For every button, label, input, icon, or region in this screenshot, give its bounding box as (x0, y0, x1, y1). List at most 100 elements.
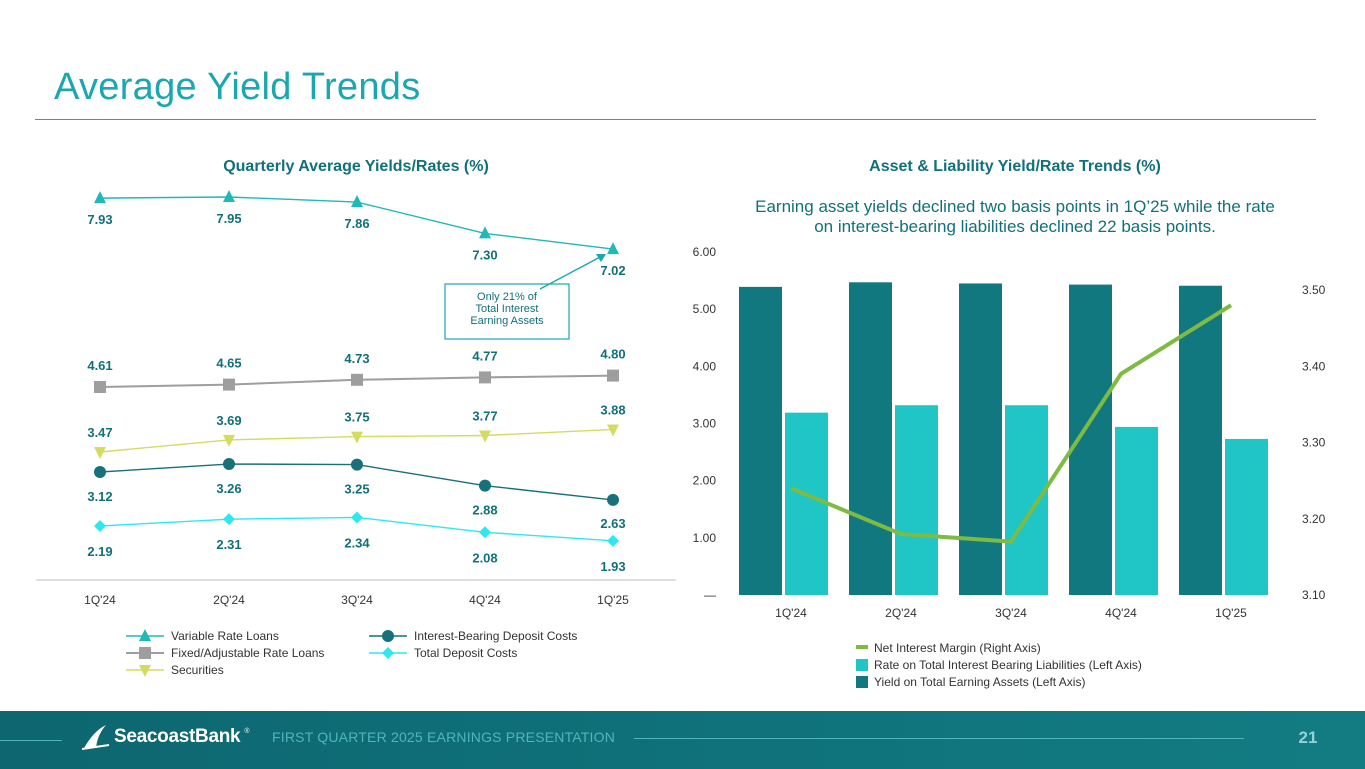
data-label: 3.75 (344, 410, 369, 425)
legend-item: Securities (126, 663, 224, 677)
data-point (479, 479, 491, 492)
logo-wordmark: SeacoastBank (114, 726, 241, 747)
series-fixed-adjustable-rate-loans: 4.61 4.65 4.73 4.77 4.80 (87, 347, 626, 393)
title-divider (35, 119, 1316, 120)
page-number: 21 (1298, 728, 1318, 747)
data-point (351, 511, 363, 524)
right-axis-tick: 3.10 (1302, 588, 1326, 602)
data-label: 2.08 (472, 550, 497, 565)
data-label: 4.73 (344, 351, 369, 366)
bar-rate-ib-liabilities (1005, 405, 1048, 595)
quarterly-yields-line-chart: 1Q'24 2Q'24 3Q'24 4Q'24 1Q'25 7.93 7.95 7.86 7.3… (36, 190, 676, 677)
legend-marker (382, 630, 394, 642)
legend-swatch (856, 645, 868, 649)
x-tick-label: 2Q'24 (213, 593, 245, 607)
series-total-deposit-costs: 2.19 2.31 2.34 2.08 1.93 (87, 511, 626, 574)
data-label: 4.65 (216, 356, 241, 371)
data-point (94, 520, 106, 532)
x-tick-label: 3Q'24 (995, 606, 1027, 620)
left-axis-tick: 3.00 (693, 417, 717, 431)
bar-rate-ib-liabilities (1225, 438, 1268, 595)
data-label: 7.02 (600, 263, 625, 278)
legend-marker (382, 647, 394, 659)
data-point (351, 431, 363, 444)
x-tick-label: 4Q'24 (469, 593, 501, 607)
legend-label: Variable Rate Loans (171, 629, 279, 643)
data-label: 7.93 (87, 212, 112, 227)
footer-bar (0, 711, 1365, 769)
right-axis-tick: 3.20 (1302, 512, 1326, 526)
net-interest-margin-line (790, 303, 1233, 544)
data-point (607, 534, 619, 547)
data-point (351, 458, 363, 471)
legend-label: Fixed/Adjustable Rate Loans (171, 646, 324, 660)
callout-arrow (539, 255, 603, 290)
right-chart-subtitle: Earning asset yields declined two basis … (700, 197, 1330, 237)
data-point (479, 371, 491, 384)
data-label: 2.31 (216, 537, 241, 552)
bar-yield-earning-assets (959, 283, 1002, 595)
data-point (94, 381, 106, 393)
data-label: 3.77 (472, 409, 497, 424)
data-label: 4.77 (472, 348, 497, 363)
data-point (607, 424, 619, 437)
legend-item: Variable Rate Loans (126, 629, 279, 643)
callout-text: Total Interest (476, 303, 539, 315)
data-label: 3.47 (87, 425, 112, 440)
asset-liability-combo-chart: — 1.00 2.00 3.00 4.00 5.00 6.00 3.10 3.20 3.30 3.4… (693, 245, 1326, 689)
data-label: 3.88 (600, 402, 625, 417)
data-label: 7.30 (472, 247, 497, 262)
legend-item: Rate on Total Interest Bearing Liabiliti… (856, 658, 1142, 672)
legend-label: Yield on Total Earning Assets (Left Axis… (874, 675, 1085, 689)
bar-yield-earning-assets (1179, 285, 1222, 595)
bar-rate-ib-liabilities (1115, 426, 1158, 595)
x-tick-label: 3Q'24 (341, 593, 373, 607)
data-label: 4.80 (600, 347, 625, 362)
subtitle-line-2: on interest-bearing liabilities declined… (814, 217, 1216, 236)
right-axis-tick: 3.30 (1302, 436, 1326, 450)
callout-text: Earning Assets (470, 315, 544, 327)
data-point (479, 226, 491, 239)
left-axis-tick: — (704, 588, 716, 602)
footer-rule-right (634, 738, 1244, 739)
legend-item: Net Interest Margin (Right Axis) (856, 641, 1041, 655)
series-variable-rate-loans: 7.93 7.95 7.86 7.30 7.02 (87, 190, 626, 278)
data-label: 7.95 (216, 211, 241, 226)
data-point (607, 493, 619, 506)
data-label: 2.34 (344, 535, 370, 550)
left-axis-tick: 6.00 (693, 245, 717, 259)
data-point (94, 466, 106, 478)
data-label: 1.93 (600, 559, 625, 574)
data-point (223, 513, 235, 526)
legend-item: Yield on Total Earning Assets (Left Axis… (856, 675, 1085, 689)
x-tick-label: 1Q'25 (1215, 606, 1247, 620)
sail-logo-icon (82, 725, 110, 750)
registered-mark: ® (244, 728, 250, 735)
data-label: 3.26 (216, 481, 241, 496)
x-tick-label: 1Q'24 (84, 593, 116, 607)
data-point (94, 447, 106, 459)
right-chart-title: Asset & Liability Yield/Rate Trends (%) (869, 158, 1161, 175)
data-point (223, 378, 235, 391)
data-point (351, 195, 363, 208)
legend-label: Total Deposit Costs (414, 646, 517, 660)
legend-item: Interest-Bearing Deposit Costs (369, 629, 577, 643)
left-chart-title: Quarterly Average Yields/Rates (%) (223, 158, 489, 175)
data-point (94, 191, 106, 204)
data-label: 2.63 (600, 516, 625, 531)
legend-marker (139, 629, 151, 641)
bar-yield-earning-assets (849, 282, 892, 595)
bar-rate-ib-liabilities (895, 405, 938, 595)
series-interest-bearing-deposit-costs: 3.12 3.26 3.25 2.88 2.63 (87, 458, 626, 531)
legend-label: Net Interest Margin (Right Axis) (874, 641, 1041, 655)
callout-text: Only 21% of (477, 291, 538, 303)
data-label: 7.86 (344, 216, 369, 231)
left-axis-tick: 5.00 (693, 302, 717, 316)
bar-rate-ib-liabilities (785, 412, 828, 595)
data-label: 4.61 (87, 358, 112, 373)
footer-rule-left (0, 740, 62, 741)
legend-marker (139, 647, 151, 659)
legend-swatch (856, 676, 868, 688)
legend-label: Rate on Total Interest Bearing Liabiliti… (874, 658, 1142, 672)
